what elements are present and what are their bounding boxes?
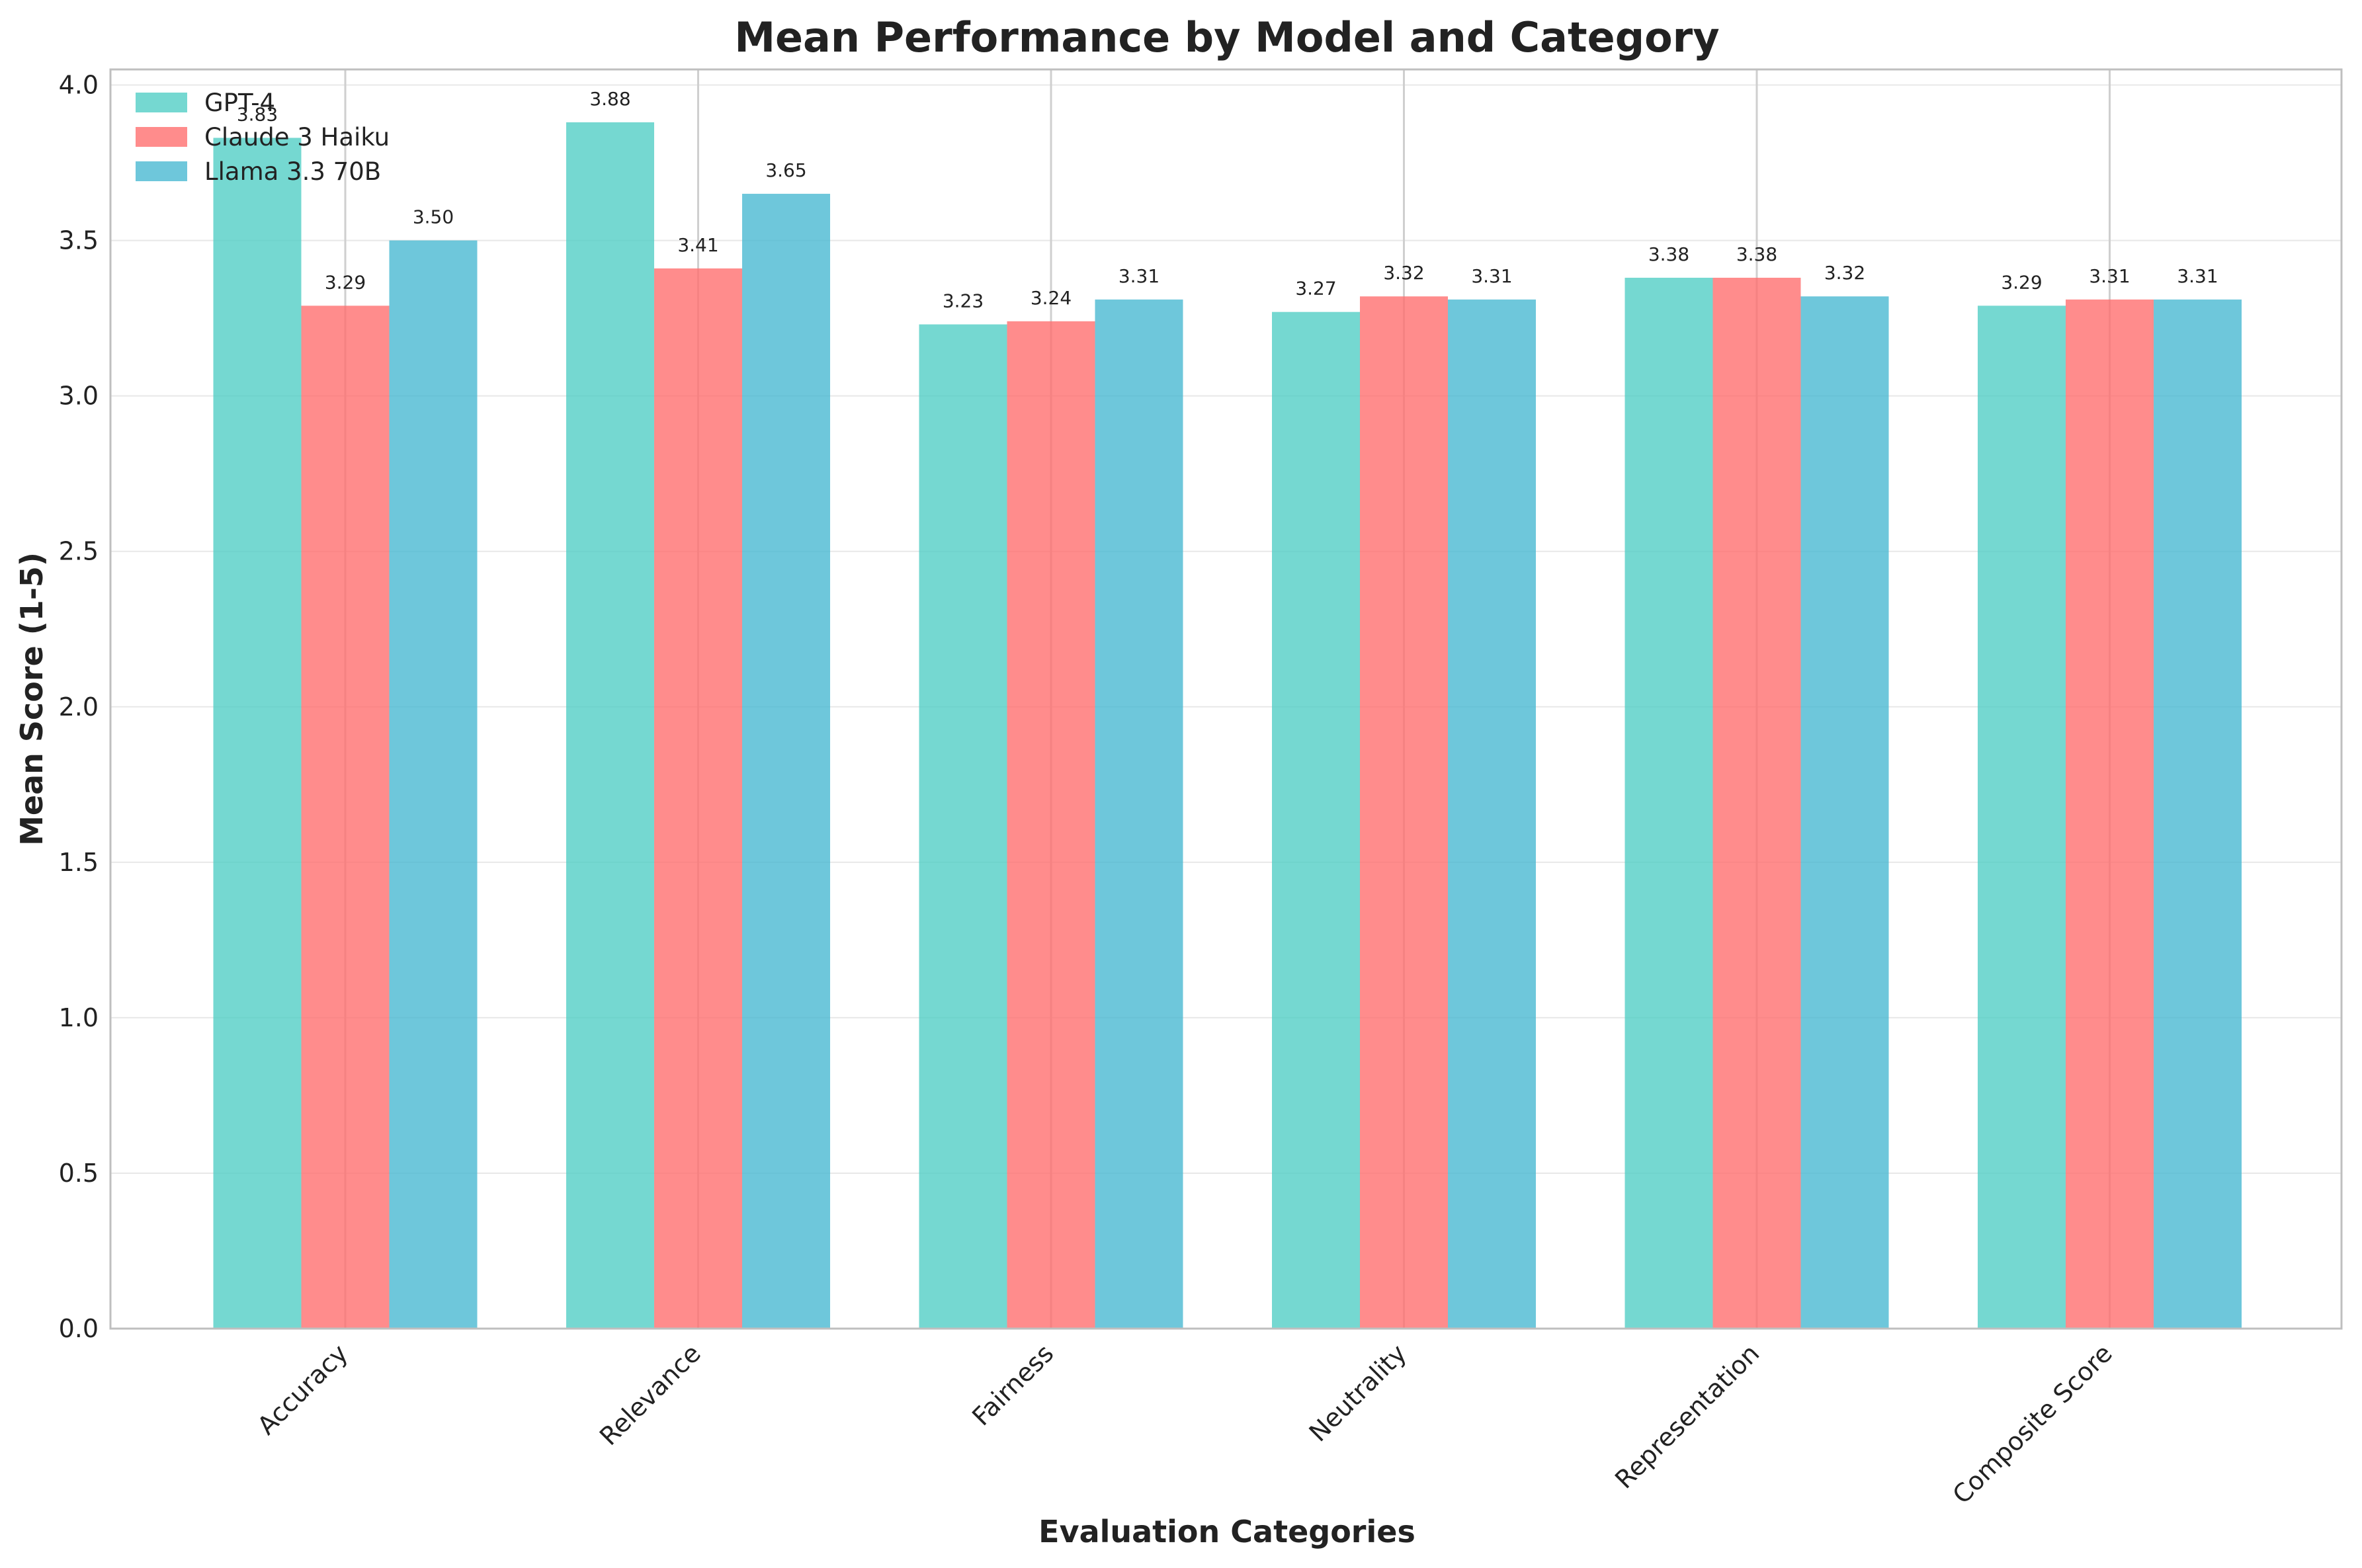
bar-value-label: 3.65 bbox=[765, 159, 806, 181]
x-tick-label: Accuracy bbox=[252, 1339, 354, 1440]
bar-gpt-4-representation bbox=[1624, 277, 1713, 1329]
x-tick-label: Representation bbox=[1609, 1339, 1765, 1494]
y-tick-label: 3.5 bbox=[59, 226, 99, 255]
y-tick-label: 1.5 bbox=[59, 848, 99, 877]
legend-swatch bbox=[136, 127, 187, 147]
x-tick-label: Neutrality bbox=[1304, 1339, 1412, 1447]
bar-gpt-4-relevance bbox=[566, 122, 654, 1329]
value-labels-layer: 3.83 3.88 3.23 3.27 3.38 3.29 3.29 3.41 3.24 3.32… bbox=[237, 88, 2218, 312]
y-tick-label: 1.0 bbox=[59, 1003, 99, 1032]
bar-value-label: 3.29 bbox=[2001, 271, 2042, 293]
bar-gpt-4-fairness bbox=[919, 324, 1007, 1329]
bar-llama-3-3-70b-representation bbox=[1800, 296, 1889, 1329]
bar-value-label: 3.23 bbox=[943, 290, 984, 312]
bar-value-label: 3.32 bbox=[1824, 262, 1865, 284]
legend-label: Claude 3 Haiku bbox=[204, 123, 390, 151]
bar-value-label: 3.50 bbox=[413, 206, 454, 228]
bar-value-label: 3.31 bbox=[2177, 265, 2218, 287]
bar-value-label: 3.38 bbox=[1648, 243, 1689, 265]
bar-value-label: 3.88 bbox=[589, 88, 630, 110]
bar-value-label: 3.24 bbox=[1031, 287, 1072, 309]
bar-claude-3-haiku-composite-score bbox=[2066, 299, 2154, 1329]
bar-gpt-4-neutrality bbox=[1272, 311, 1360, 1329]
legend-label: Llama 3.3 70B bbox=[204, 157, 381, 186]
x-axis-ticks: Accuracy Relevance Fairness Neutrality Repre… bbox=[252, 1339, 2118, 1509]
bar-llama-3-3-70b-composite-score bbox=[2154, 299, 2242, 1329]
bar-claude-3-haiku-representation bbox=[1712, 277, 1801, 1329]
x-tick-label: Composite Score bbox=[1947, 1339, 2118, 1509]
y-tick-label: 0.0 bbox=[59, 1314, 99, 1343]
legend-swatch bbox=[136, 93, 187, 112]
y-tick-label: 2.5 bbox=[59, 537, 99, 566]
y-axis-label: Mean Score (1-5) bbox=[14, 552, 50, 846]
bar-value-label: 3.31 bbox=[1471, 265, 1512, 287]
y-axis-ticks: 0.0 0.5 1.0 1.5 2.0 2.5 3.0 3.5 4.0 bbox=[59, 71, 99, 1343]
y-tick-label: 0.5 bbox=[59, 1159, 99, 1188]
bar-llama-3-3-70b-relevance bbox=[742, 194, 830, 1329]
bar-claude-3-haiku-relevance bbox=[654, 268, 742, 1329]
bar-value-label: 3.29 bbox=[325, 271, 366, 293]
bar-value-label: 3.83 bbox=[237, 103, 278, 125]
x-tick-label: Fairness bbox=[966, 1339, 1059, 1431]
bar-claude-3-haiku-accuracy bbox=[301, 306, 390, 1329]
bar-llama-3-3-70b-neutrality bbox=[1448, 299, 1536, 1329]
chart-title: Mean Performance by Model and Category bbox=[734, 13, 1719, 62]
bar-value-label: 3.31 bbox=[2089, 265, 2130, 287]
y-tick-label: 3.0 bbox=[59, 382, 99, 411]
bars-layer bbox=[213, 122, 2242, 1329]
bar-gpt-4-composite-score bbox=[1978, 306, 2066, 1329]
legend-label: GPT-4 bbox=[204, 89, 275, 117]
x-tick-label: Relevance bbox=[594, 1339, 706, 1451]
bar-value-label: 3.31 bbox=[1118, 265, 1160, 287]
bar-claude-3-haiku-fairness bbox=[1007, 321, 1095, 1329]
bar-gpt-4-accuracy bbox=[213, 138, 302, 1329]
x-axis-label: Evaluation Categories bbox=[1038, 1514, 1415, 1549]
bar-value-label: 3.38 bbox=[1736, 243, 1777, 265]
bar-claude-3-haiku-neutrality bbox=[1360, 296, 1448, 1329]
y-tick-label: 4.0 bbox=[59, 71, 99, 100]
bar-value-label: 3.41 bbox=[677, 234, 718, 256]
bar-llama-3-3-70b-fairness bbox=[1095, 299, 1183, 1329]
plot-frame bbox=[109, 68, 2343, 1330]
bar-value-label: 3.32 bbox=[1383, 262, 1424, 284]
legend: GPT-4 Claude 3 Haiku Llama 3.3 70B bbox=[136, 89, 390, 186]
bar-value-label: 3.27 bbox=[1295, 278, 1336, 300]
y-tick-label: 2.0 bbox=[59, 692, 99, 722]
legend-swatch bbox=[136, 161, 187, 181]
bar-llama-3-3-70b-accuracy bbox=[389, 240, 478, 1329]
